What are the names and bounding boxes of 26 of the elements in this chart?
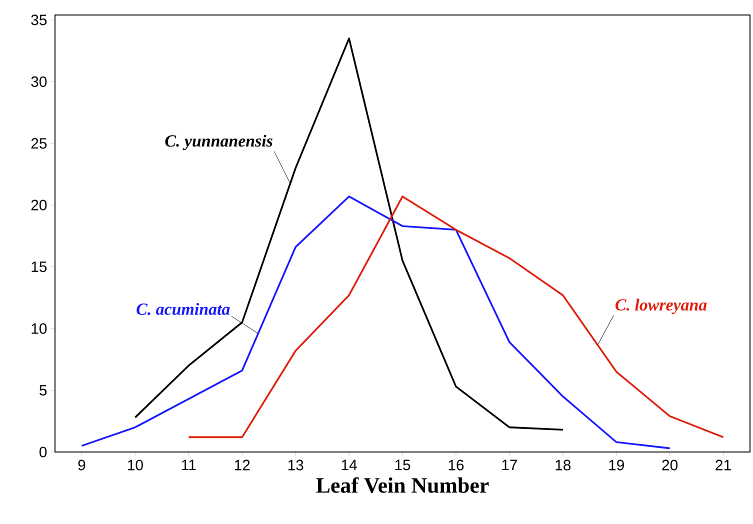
- x-tick-label: 9: [78, 460, 86, 470]
- line-series: [134, 38, 564, 431]
- y-tick-label: 0: [39, 446, 47, 458]
- y-tick-label: 15: [32, 262, 47, 272]
- y-tick-label: 25: [31, 138, 47, 149]
- x-tick-label: 20: [662, 460, 678, 470]
- y-tick-label: 20: [31, 200, 47, 210]
- x-tick-label: 17: [502, 460, 517, 470]
- series-label: C. yunnanensis: [165, 134, 272, 150]
- x-tick-label: 10: [128, 460, 143, 470]
- y-tick-label: 5: [40, 385, 47, 396]
- x-tick-label: 13: [288, 460, 304, 470]
- x-axis-title: Leaf Vein Number: [316, 477, 489, 493]
- y-tick-label: 10: [32, 323, 47, 334]
- x-tick-label: 18: [556, 460, 571, 470]
- series-label: C. acuminata: [136, 302, 230, 315]
- x-tick-label: 19: [609, 460, 624, 470]
- x-tick-label: 12: [234, 460, 250, 470]
- y-tick-label: 30: [31, 76, 47, 87]
- series-label: C. lowreyana: [616, 298, 707, 314]
- x-tick-label: 14: [342, 460, 357, 470]
- x-tick-label: 16: [448, 460, 464, 470]
- x-tick-label: 21: [716, 460, 731, 470]
- y-tick-label: 35: [31, 14, 47, 26]
- x-tick-label: 11: [182, 460, 196, 470]
- x-tick-label: 15: [395, 460, 410, 470]
